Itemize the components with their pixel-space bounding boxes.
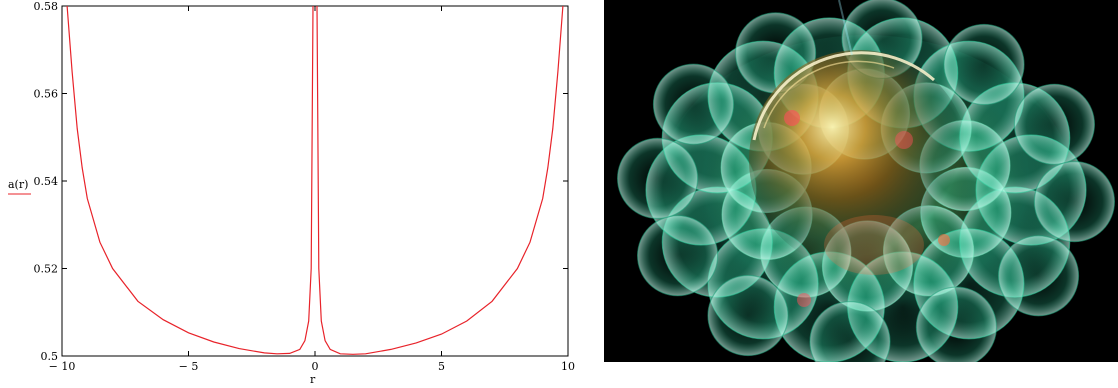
x-tick-label: − 5 — [179, 360, 199, 373]
y-tick-label: 0.58 — [34, 0, 59, 13]
x-axis-ticks: − 10 − 5 0 5 10 — [49, 6, 575, 373]
y-tick-label: 0.56 — [34, 88, 59, 101]
x-tick-label: 5 — [438, 360, 445, 373]
series-line-branch-2 — [316, 5, 564, 355]
series-line-branch-1 — [66, 5, 314, 355]
fractal-artwork — [604, 0, 1118, 362]
x-tick-label: 10 — [561, 360, 575, 373]
y-axis-ticks: 0.5 0.52 0.54 0.56 0.58 — [34, 0, 568, 363]
x-tick-label: 0 — [312, 360, 319, 373]
line-chart: 0.5 0.52 0.54 0.56 0.58 − 10 − 5 0 5 10 a(r) r — [8, 0, 575, 386]
fractal-petal — [1013, 83, 1095, 165]
fractal-petal — [707, 274, 789, 357]
fractal-petal — [915, 286, 997, 362]
fractal-petal — [636, 215, 719, 297]
series-a-r — [66, 5, 564, 355]
fractal-petal — [997, 235, 1080, 317]
x-tick-label: − 10 — [49, 360, 76, 373]
y-tick-label: 0.5 — [41, 350, 59, 363]
fractal-petal — [616, 137, 699, 219]
y-axis-label: a(r) — [8, 178, 28, 191]
fractal-image — [604, 0, 1118, 362]
fractal-petal — [1033, 161, 1115, 243]
plot-frame — [61, 5, 569, 357]
plot-area — [61, 5, 569, 357]
fractal-petal — [809, 301, 891, 362]
fractal-petal — [943, 23, 1025, 106]
fractal-petal — [652, 63, 735, 145]
y-tick-label: 0.52 — [34, 263, 59, 276]
x-axis-label: r — [310, 373, 316, 386]
y-tick-label: 0.54 — [34, 175, 59, 188]
